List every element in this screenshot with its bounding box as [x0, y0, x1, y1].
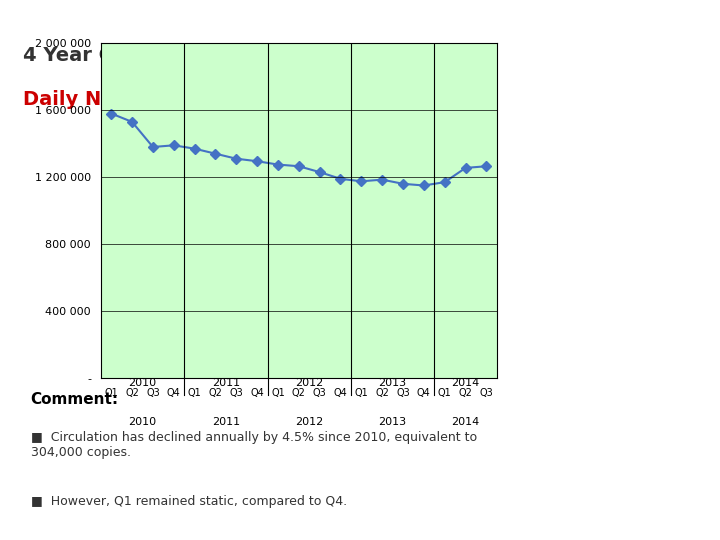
Text: 2011: 2011 [212, 417, 240, 427]
Text: ■  However, Q1 remained static, compared to Q4.: ■ However, Q1 remained static, compared … [30, 495, 347, 508]
Text: 2010: 2010 [128, 378, 156, 388]
Text: 2011: 2011 [212, 378, 240, 388]
Text: 2012: 2012 [295, 378, 323, 388]
Text: 2010: 2010 [128, 417, 156, 427]
Text: 4 Year Category Trend by Quarter:: 4 Year Category Trend by Quarter: [23, 46, 401, 65]
Text: Comment:: Comment: [30, 392, 119, 407]
Text: 2013: 2013 [379, 417, 407, 427]
Text: Daily Newspapers: Daily Newspapers [23, 90, 220, 109]
Text: 2012: 2012 [295, 417, 323, 427]
Text: 2014: 2014 [451, 378, 480, 388]
Text: ■  Circulation has declined annually by 4.5% since 2010, equivalent to
304,000 c: ■ Circulation has declined annually by 4… [30, 431, 477, 459]
Text: 2013: 2013 [379, 378, 407, 388]
Text: 2014: 2014 [451, 417, 480, 427]
